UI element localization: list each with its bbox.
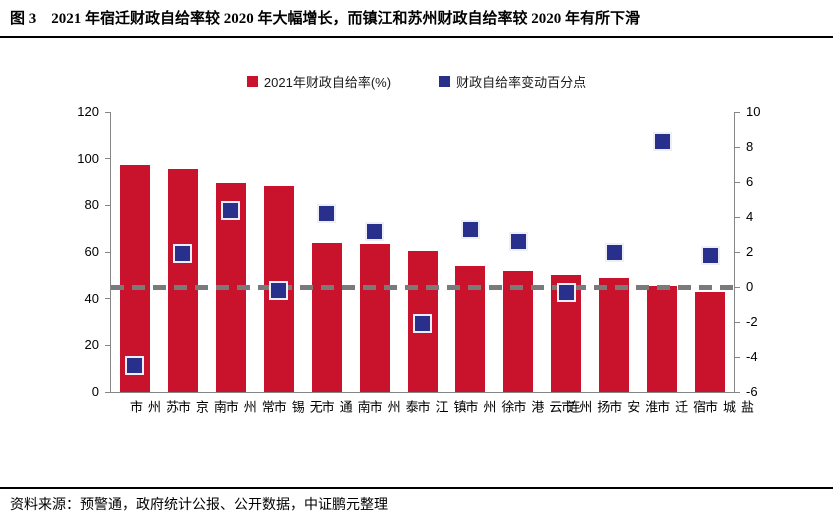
left-axis-tick: [105, 391, 111, 393]
right-axis-tick: [734, 216, 740, 218]
right-axis-tick-label: -4: [746, 349, 758, 364]
right-axis-tick-label: 8: [746, 139, 754, 154]
chart-legend: 2021年财政自给率(%) 财政自给率变动百分点: [0, 72, 833, 91]
marker-1: [125, 356, 145, 376]
marker-8: [460, 219, 480, 239]
marker-12: [652, 132, 672, 152]
bar-12: [647, 286, 678, 392]
zero-reference-line: [111, 284, 734, 290]
right-axis-tick: [734, 111, 740, 113]
x-label-9: 连云港市: [511, 400, 581, 415]
right-axis-tick-label: 10: [746, 104, 761, 119]
figure-title: 图 3 2021 年宿迁财政自给率较 2020 年大幅增长，而镇江和苏州财政自给…: [10, 11, 641, 27]
right-axis-tick-label: 4: [746, 209, 754, 224]
x-label-13: 盐城市: [703, 400, 755, 415]
right-axis-tick: [734, 286, 740, 288]
chart-plot-area: 0 20 40 60 80 100 120 -6 -4 -2 0 2 4 6 8 10 苏州市 南京市 常州市 无锡市…: [77, 104, 760, 415]
marker-11: [604, 242, 624, 262]
marker-3: [221, 200, 241, 220]
bar-11: [599, 277, 630, 392]
right-axis-tick: [734, 181, 740, 183]
right-axis-tick-label: 2: [746, 244, 754, 259]
x-label-3: 常州市: [223, 400, 275, 415]
marker-5: [317, 204, 337, 223]
left-axis-tick: [105, 251, 111, 253]
marker-10: [556, 282, 576, 302]
legend-label-marker-series: 财政自给率变动百分点: [456, 75, 587, 90]
bar-6: [359, 244, 390, 392]
bar-1: [119, 164, 150, 392]
legend-swatch-marker-icon: [439, 76, 451, 87]
right-axis-tick: [734, 146, 740, 148]
source-note: 资料来源：预警通，政府统计公报、公开数据，中证鹏元整理: [10, 498, 388, 513]
left-axis-tick-label: 40: [84, 290, 99, 306]
marker-13: [700, 246, 720, 265]
right-axis-tick-label: 0: [746, 279, 754, 294]
marker-7: [413, 314, 432, 334]
marker-4: [269, 281, 289, 300]
legend-item-bar-series: 2021年财政自给率(%): [246, 72, 392, 91]
right-axis-tick-label: -2: [746, 314, 758, 329]
left-axis-tick: [105, 298, 111, 300]
right-axis-tick-label: 6: [746, 174, 754, 189]
left-axis-tick: [105, 204, 111, 206]
bar-13: [695, 291, 726, 392]
x-label-5: 南通市: [319, 400, 371, 415]
x-label-10: 扬州市: [559, 400, 611, 415]
x-label-7: 镇江市: [415, 400, 467, 415]
x-label-11: 淮安市: [607, 400, 659, 415]
footer-divider: [0, 487, 833, 489]
legend-item-marker-series: 财政自给率变动百分点: [439, 72, 586, 91]
x-label-2: 南京市: [175, 400, 227, 415]
marker-2: [173, 244, 193, 264]
title-divider: [0, 36, 833, 38]
right-axis-tick: [734, 356, 740, 358]
right-axis-tick: [734, 251, 740, 253]
x-label-12: 宿迁市: [655, 400, 707, 415]
left-axis-tick-label: 100: [77, 150, 99, 166]
right-axis-tick: [734, 321, 740, 323]
marker-9: [508, 232, 528, 251]
marker-6: [365, 221, 385, 241]
right-axis-tick-label: -6: [746, 384, 758, 399]
legend-swatch-bar-icon: [246, 76, 258, 87]
x-label-4: 无锡市: [271, 400, 323, 415]
left-axis-tick: [105, 158, 111, 160]
legend-label-bar-series: 2021年财政自给率(%): [263, 75, 392, 90]
x-label-1: 苏州市: [127, 400, 179, 415]
left-axis-tick-label: 80: [84, 197, 99, 213]
left-axis-tick: [105, 111, 111, 113]
left-axis-tick: [105, 344, 111, 346]
left-axis-tick-label: 120: [77, 104, 99, 119]
left-axis-tick-label: 60: [84, 244, 99, 259]
bar-9: [503, 270, 534, 392]
x-label-8: 徐州市: [463, 400, 515, 415]
left-axis-tick-label: 20: [84, 337, 99, 353]
x-label-6: 泰州市: [367, 400, 419, 415]
left-axis-tick-label: 0: [91, 384, 99, 399]
bar-2: [167, 169, 198, 392]
right-axis-tick: [734, 391, 740, 393]
bar-5: [311, 243, 342, 392]
